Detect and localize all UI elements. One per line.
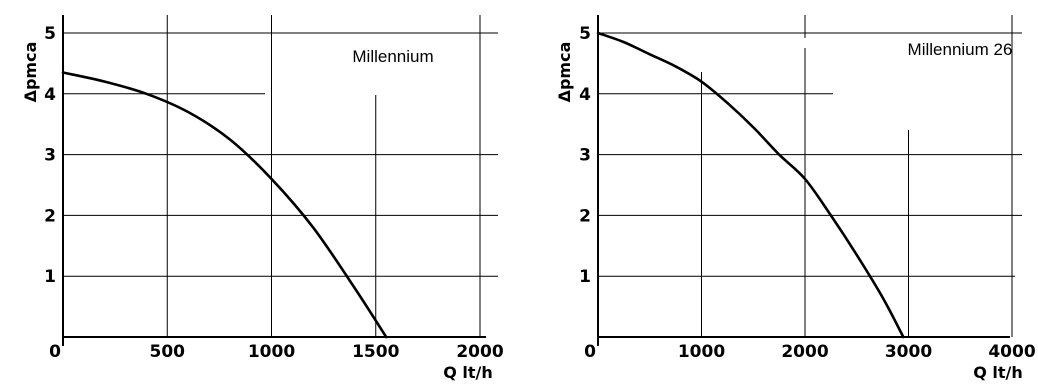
x-tick-label: 4000	[988, 342, 1035, 362]
x-tick-label: 1000	[248, 342, 295, 362]
x-tick-label: 1500	[352, 342, 399, 362]
y-tick-label: 4	[579, 85, 591, 105]
y-tick-label: 1	[579, 267, 591, 287]
y-tick-label: 4	[44, 85, 56, 105]
x-axis-label: Q lt/h	[443, 363, 493, 382]
x-tick-label: 500	[150, 342, 186, 362]
y-tick-label: 3	[44, 146, 56, 166]
x-axis-label: Q lt/h	[973, 363, 1023, 382]
y-axis-label: Δpmca	[21, 42, 40, 103]
x-tick-label: 2000	[781, 342, 828, 362]
y-tick-label: 5	[44, 24, 56, 44]
chart-title: Millennium 26	[908, 40, 1013, 59]
pump-curve-line	[596, 31, 905, 339]
y-tick-label: 3	[579, 146, 591, 166]
pump-curve-line	[61, 71, 388, 339]
x-tick-label: 1000	[678, 342, 725, 362]
x-tick-label: 3000	[885, 342, 932, 362]
x-tick-label: 2000	[456, 342, 503, 362]
y-tick-label: 5	[579, 24, 591, 44]
y-tick-label: 1	[44, 267, 56, 287]
chart-title: Millennium	[352, 47, 433, 66]
y-tick-label: 2	[579, 206, 591, 226]
x-tick-label: 0	[49, 342, 61, 362]
x-tick-label: 0	[584, 342, 596, 362]
y-axis-label: Δpmca	[555, 42, 574, 103]
y-tick-label: 2	[44, 206, 56, 226]
